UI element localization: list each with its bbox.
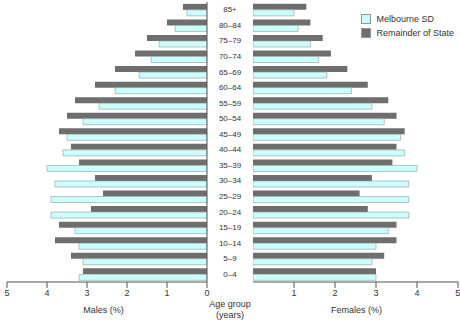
- svg-text:85+: 85+: [223, 5, 237, 14]
- svg-text:1: 1: [164, 288, 169, 298]
- svg-text:3: 3: [373, 288, 378, 298]
- svg-text:4: 4: [44, 288, 49, 298]
- svg-text:5: 5: [8, 288, 10, 298]
- html-text:Remainder of State: Remainder of State: [376, 28, 454, 38]
- svg-text:40–44: 40–44: [219, 145, 242, 154]
- svg-text:75–79: 75–79: [219, 36, 242, 45]
- svg-text:30–34: 30–34: [219, 176, 242, 185]
- svg-text:60–64: 60–64: [219, 83, 242, 92]
- svg-text:65–69: 65–69: [219, 68, 242, 77]
- svg-text:10–14: 10–14: [219, 239, 242, 248]
- svg-text:55–59: 55–59: [219, 99, 242, 108]
- svg-text:15–19: 15–19: [219, 223, 242, 232]
- svg-text:4: 4: [414, 288, 419, 298]
- html-text:Males (%): Males (%): [83, 305, 124, 315]
- svg-text:0: 0: [204, 288, 209, 298]
- svg-text:45–49: 45–49: [219, 130, 242, 139]
- svg-text:70–74: 70–74: [219, 52, 242, 61]
- svg-text:5–9: 5–9: [223, 254, 237, 263]
- svg-text:35–39: 35–39: [219, 161, 242, 170]
- svg-text:20–24: 20–24: [219, 208, 242, 217]
- svg-text:2: 2: [124, 288, 129, 298]
- html-text:Age group (years): Age group (years): [209, 299, 251, 320]
- svg-text:50–54: 50–54: [219, 114, 242, 123]
- svg-text:0–4: 0–4: [223, 270, 237, 279]
- svg-text:80–84: 80–84: [219, 21, 242, 30]
- svg-text:1: 1: [291, 288, 296, 298]
- html-text:Melbourne SD: Melbourne SD: [376, 14, 434, 24]
- svg-text:3: 3: [84, 288, 89, 298]
- svg-text:2: 2: [332, 288, 337, 298]
- svg-text:25–29: 25–29: [219, 192, 242, 201]
- html-text:Females (%): Females (%): [331, 305, 382, 315]
